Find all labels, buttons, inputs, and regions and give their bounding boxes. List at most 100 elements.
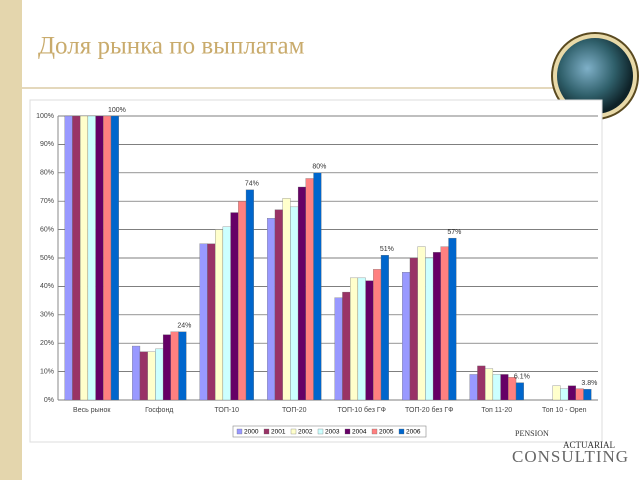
bar xyxy=(560,388,569,401)
legend-label: 2004 xyxy=(352,429,367,436)
bar xyxy=(334,297,343,401)
value-label: 100% xyxy=(108,107,126,114)
y-tick-label: 50% xyxy=(40,255,54,262)
bar xyxy=(230,212,239,401)
bar xyxy=(448,237,457,401)
bar xyxy=(162,334,171,401)
value-label: 6.1% xyxy=(514,374,530,381)
legend-label: 2001 xyxy=(271,429,286,436)
value-label: 57% xyxy=(447,229,461,236)
bar xyxy=(147,351,156,401)
globe xyxy=(557,38,633,114)
x-tick-label: Госфонд xyxy=(145,407,173,414)
bar xyxy=(552,385,561,401)
bar xyxy=(95,115,104,401)
bar xyxy=(72,115,81,401)
y-tick-label: 20% xyxy=(40,340,54,347)
legend-box xyxy=(232,425,427,438)
bar xyxy=(380,255,389,401)
value-label: 80% xyxy=(312,164,326,171)
bar xyxy=(207,243,216,401)
y-tick-label: 100% xyxy=(36,113,54,120)
bar xyxy=(373,269,382,401)
y-tick-label: 30% xyxy=(40,312,54,319)
legend-label: 2005 xyxy=(379,429,394,436)
bar xyxy=(432,252,441,401)
bar xyxy=(274,209,283,401)
bar xyxy=(297,186,306,401)
bar xyxy=(425,257,434,401)
legend-swatch xyxy=(263,428,270,435)
bar xyxy=(110,115,119,401)
bar xyxy=(155,348,164,401)
legend-swatch xyxy=(344,428,351,435)
logo-line2: ACTUARIAL xyxy=(563,440,615,450)
bar xyxy=(103,115,112,401)
bar xyxy=(575,388,584,401)
bar xyxy=(245,189,254,401)
bar xyxy=(290,206,299,401)
bar xyxy=(567,385,576,401)
bar xyxy=(222,226,231,401)
value-label: 3.8% xyxy=(581,380,597,387)
x-tick-label: Топ 10 - Open xyxy=(542,407,587,414)
x-tick-label: ТОП-20 без ГФ xyxy=(405,406,453,414)
bar xyxy=(477,365,486,401)
bar xyxy=(80,115,89,401)
bar xyxy=(357,277,366,401)
bar xyxy=(282,198,291,401)
bar xyxy=(132,345,141,401)
legend-swatch xyxy=(398,428,405,435)
bar xyxy=(350,277,359,401)
bar xyxy=(170,331,179,401)
bar xyxy=(199,243,208,401)
x-tick-label: ТОП-20 xyxy=(282,407,307,414)
bar xyxy=(515,382,524,401)
x-tick-label: Топ 11-20 xyxy=(481,407,512,414)
bar xyxy=(267,218,276,401)
y-tick-label: 60% xyxy=(40,226,54,233)
bar xyxy=(365,280,374,401)
bar xyxy=(500,374,509,401)
left-band xyxy=(0,0,22,480)
bar xyxy=(583,389,592,401)
legend-label: 2006 xyxy=(406,429,421,436)
x-tick-label: Весь рынок xyxy=(73,407,111,414)
bar xyxy=(402,272,411,401)
legend-swatch xyxy=(290,428,297,435)
legend-label: 2000 xyxy=(244,429,259,436)
value-label: 24% xyxy=(177,323,191,330)
bar xyxy=(139,351,148,401)
y-tick-label: 90% xyxy=(40,141,54,148)
bar xyxy=(469,374,478,401)
bar xyxy=(238,201,247,401)
bar xyxy=(87,115,96,401)
x-tick-label: ТОП-10 xyxy=(214,407,239,414)
y-tick-label: 10% xyxy=(40,368,54,375)
logo-line1: PENSION xyxy=(515,429,549,438)
logo-line3: CONSULTING xyxy=(512,447,629,466)
bar xyxy=(485,368,494,401)
bar xyxy=(305,178,314,401)
bar xyxy=(492,374,501,401)
bar xyxy=(409,257,418,401)
bar xyxy=(417,246,426,401)
bar xyxy=(440,246,449,401)
bar xyxy=(508,377,517,401)
y-tick-label: 40% xyxy=(40,283,54,290)
value-label: 74% xyxy=(245,181,259,188)
y-tick-label: 80% xyxy=(40,170,54,177)
bar xyxy=(342,291,351,401)
legend-swatch xyxy=(371,428,378,435)
bar xyxy=(215,229,224,401)
y-tick-label: 70% xyxy=(40,198,54,205)
legend-label: 2003 xyxy=(325,429,340,436)
y-tick-label: 0% xyxy=(44,397,54,404)
bar xyxy=(64,115,73,401)
legend-label: 2002 xyxy=(298,429,313,436)
legend-swatch xyxy=(317,428,324,435)
x-tick-label: ТОП-10 без ГФ xyxy=(338,406,386,414)
value-label: 51% xyxy=(380,246,394,253)
slide-title: Доля рынка по выплатам xyxy=(38,33,305,60)
